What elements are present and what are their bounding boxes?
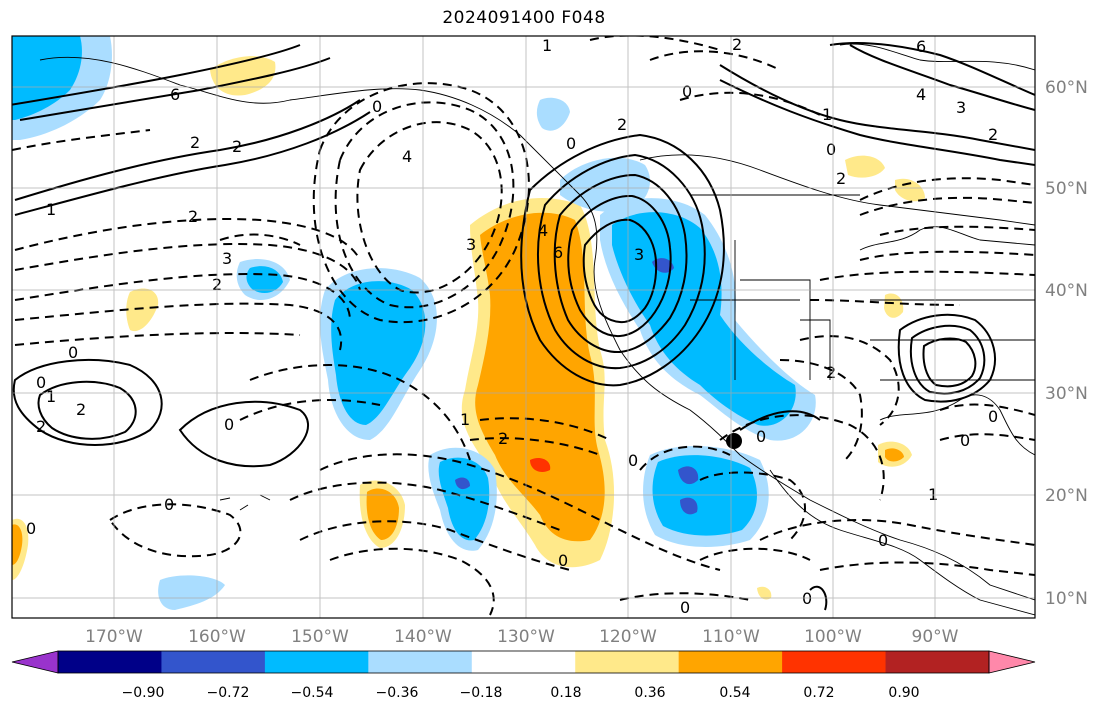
coastlines <box>39 43 1035 616</box>
dashed-contours <box>12 36 1035 616</box>
contour-label: 0 <box>26 519 36 538</box>
colorbar-label: 0.18 <box>550 685 581 701</box>
colorbar-label: −0.72 <box>207 685 250 701</box>
lon-label: 160°W <box>188 627 246 647</box>
colorbar-segment <box>575 651 680 673</box>
colorbar-label: 0.36 <box>634 685 665 701</box>
contour-label: 3 <box>466 235 476 254</box>
lon-axis-labels: 170°W 160°W 150°W 140°W 130°W 120°W 110°… <box>85 627 959 647</box>
contour-label: 1 <box>822 105 832 124</box>
lon-label: 120°W <box>599 627 657 647</box>
colorbar: −0.90 −0.72 −0.54 −0.36 −0.18 0.18 0.36 … <box>11 650 1036 701</box>
contour-label: 0 <box>558 551 568 570</box>
contour-label: 0 <box>372 97 382 116</box>
contour-label: 3 <box>956 98 966 117</box>
contour-label: 2 <box>826 363 836 382</box>
contour-label: 3 <box>634 245 644 264</box>
contour-label: 0 <box>566 134 576 153</box>
contour-label: 0 <box>826 140 836 159</box>
contour-label: 4 <box>538 221 548 240</box>
contour-label: 2 <box>76 400 86 419</box>
contour-label: 6 <box>170 85 180 104</box>
solid-contours <box>12 42 1035 611</box>
colorbar-segment <box>264 651 369 673</box>
lon-label: 170°W <box>85 627 143 647</box>
lat-label: 40°N <box>1045 281 1088 301</box>
lon-label: 150°W <box>291 627 349 647</box>
colorbar-label: −0.36 <box>376 685 419 701</box>
colorbar-label: 0.72 <box>803 685 834 701</box>
station-marker <box>726 433 742 449</box>
contour-label: 1 <box>460 410 470 429</box>
colorbar-label: 0.90 <box>888 685 919 701</box>
lon-label: 90°W <box>912 627 959 647</box>
colorbar-label: −0.54 <box>291 685 334 701</box>
contour-label: 0 <box>164 495 174 514</box>
contour-label: 2 <box>617 115 627 134</box>
contour-label: 4 <box>916 85 926 104</box>
colorbar-segment <box>885 651 990 673</box>
lon-label: 100°W <box>804 627 862 647</box>
contour-label: 2 <box>836 169 846 188</box>
contour-label: 4 <box>402 147 412 166</box>
colorbar-segment <box>782 651 887 673</box>
contour-label: 0 <box>628 451 638 470</box>
contour-label: 0 <box>756 427 766 446</box>
contour-label: 0 <box>988 407 998 426</box>
lat-label: 30°N <box>1045 384 1088 404</box>
lat-axis-labels: 60°N 50°N 40°N 30°N 20°N 10°N <box>1045 78 1088 609</box>
contour-label: 0 <box>682 82 692 101</box>
lat-label: 60°N <box>1045 78 1088 98</box>
contour-label: 0 <box>680 598 690 617</box>
colorbar-segment <box>471 651 576 673</box>
colorbar-segment <box>678 651 783 673</box>
contour-label: 1 <box>46 387 56 406</box>
lat-label: 10°N <box>1045 589 1088 609</box>
contour-label: 2 <box>36 417 46 436</box>
graticule <box>12 36 1035 618</box>
contour-label: 0 <box>68 343 78 362</box>
lat-label: 50°N <box>1045 179 1088 199</box>
contour-label: 2 <box>188 207 198 226</box>
contour-label: 0 <box>224 415 234 434</box>
lon-label: 140°W <box>394 627 452 647</box>
contour-label: 2 <box>498 429 508 448</box>
colorbar-extend-low <box>12 651 58 673</box>
plot-frame <box>11 35 1036 619</box>
colorbar-extend-high <box>989 651 1035 673</box>
contour-label: 3 <box>222 249 232 268</box>
contour-labels: 1 1 6 2 2 0 4 2 3 2 0 2 1 2 0 1 2 6 4 3 … <box>26 35 998 617</box>
contour-label: 6 <box>916 37 926 56</box>
contour-label: 6 <box>553 243 563 262</box>
contour-label: 2 <box>732 35 742 54</box>
contour-label: 0 <box>960 431 970 450</box>
contour-label: 0 <box>36 373 46 392</box>
contour-label: 2 <box>232 137 242 156</box>
colorbar-segment <box>368 651 473 673</box>
lon-label: 110°W <box>702 627 760 647</box>
colorbar-segment <box>161 651 266 673</box>
contour-label: 2 <box>190 133 200 152</box>
lon-label: 130°W <box>497 627 555 647</box>
colorbar-segment <box>58 651 162 673</box>
contour-label: 0 <box>878 531 888 550</box>
contour-label: 1 <box>46 200 56 219</box>
colorbar-label: −0.90 <box>122 685 165 701</box>
contour-label: 1 <box>542 36 552 55</box>
lat-label: 20°N <box>1045 486 1088 506</box>
contour-label: 2 <box>988 125 998 144</box>
map-title: 2024091400 F048 <box>442 8 606 28</box>
colorbar-label: −0.18 <box>460 685 503 701</box>
colorbar-label: 0.54 <box>719 685 750 701</box>
